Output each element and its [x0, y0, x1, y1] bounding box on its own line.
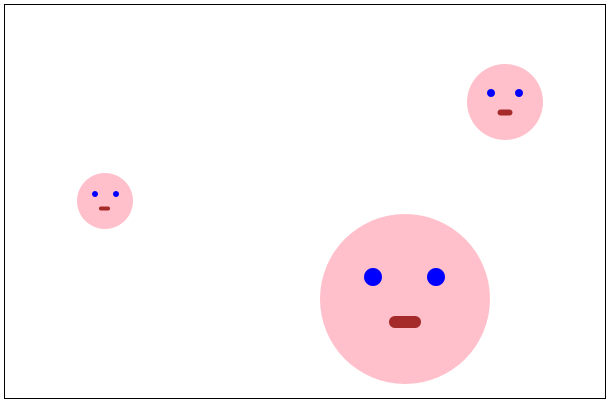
face-large-right-eye [427, 268, 445, 286]
face-small-head [77, 173, 133, 229]
face-medium-right-eye [515, 89, 523, 97]
face-large-head [320, 214, 490, 384]
face-small-left-eye [92, 191, 98, 197]
face-small-mouth [99, 206, 110, 211]
face-medium-left-eye [487, 89, 495, 97]
face-small [77, 173, 133, 229]
face-large-left-eye [364, 268, 382, 286]
face-medium-head [467, 64, 543, 140]
face-small-right-eye [113, 191, 119, 197]
face-medium-mouth [497, 109, 513, 116]
face-medium [467, 64, 543, 140]
face-large-mouth [389, 316, 421, 328]
face-large [320, 214, 490, 384]
